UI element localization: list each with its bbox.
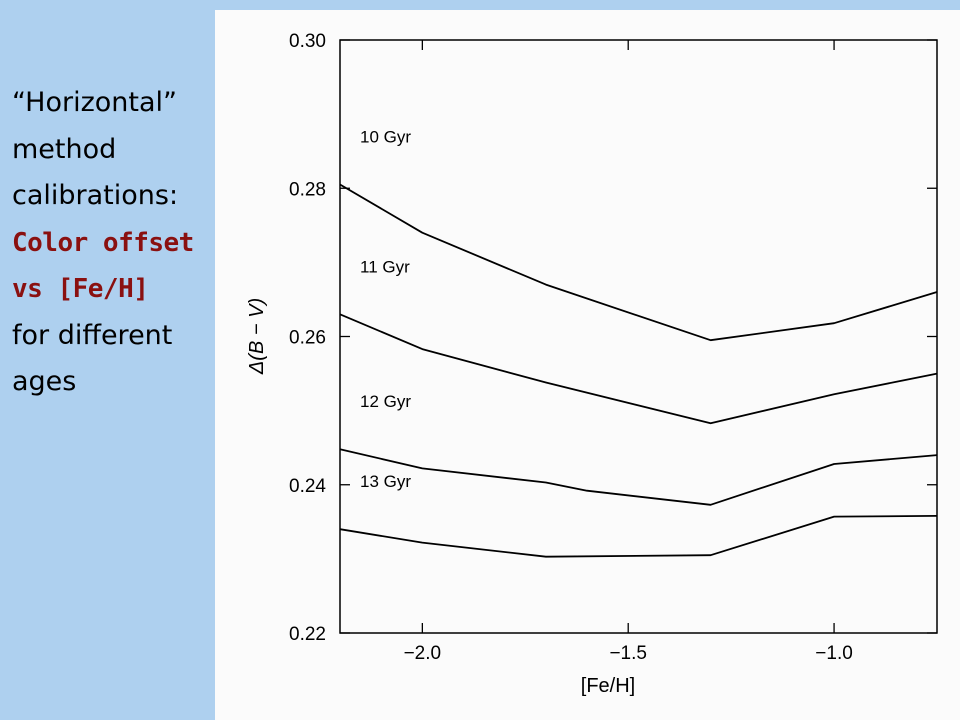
slide-text-emphasis-2: vs [Fe/H] xyxy=(12,274,149,304)
y-tick-label: 0.30 xyxy=(289,31,326,52)
slide-text-line-7: ages xyxy=(12,366,77,397)
series-line xyxy=(339,313,938,425)
x-tick-label: −1.0 xyxy=(815,643,853,664)
figure-panel: −2.0 −1.5 −1.0 0.22 0.24 0.26 0.28 0.30 10 Gyr… xyxy=(215,10,960,720)
y-tick-label: 0.22 xyxy=(289,624,326,645)
series-label: 11 Gyr xyxy=(360,257,410,276)
slide-text-line-2: method xyxy=(12,133,117,165)
slide-text-line-6: for different xyxy=(12,319,173,351)
series-line xyxy=(339,183,938,342)
series-label: 12 Gyr xyxy=(360,392,411,411)
series-line xyxy=(339,515,938,558)
slide-text-line-3: calibrations: xyxy=(12,180,179,211)
y-tick-label: 0.24 xyxy=(289,476,326,497)
x-ticks: −2.0 −1.5 −1.0 xyxy=(404,40,853,664)
series-label: 10 Gyr xyxy=(360,128,411,147)
slide-text-emphasis-1: Color offset xyxy=(12,227,194,258)
y-tick-label: 0.26 xyxy=(289,328,326,349)
y-axis-label: Δ(B − V) xyxy=(246,298,268,375)
series-label: 13 Gyr xyxy=(360,472,411,491)
x-tick-label: −1.5 xyxy=(609,643,647,664)
series-labels: 10 Gyr 11 Gyr 12 Gyr 13 Gyr xyxy=(360,128,411,492)
slide-text-line-1: “Horizontal” xyxy=(12,87,178,118)
series-lines xyxy=(339,183,938,558)
chart: −2.0 −1.5 −1.0 0.22 0.24 0.26 0.28 0.30 10 Gyr… xyxy=(246,31,938,697)
y-ticks: 0.22 0.24 0.26 0.28 0.30 xyxy=(289,31,937,645)
y-tick-label: 0.28 xyxy=(289,179,326,200)
x-tick-label: −2.0 xyxy=(404,643,442,664)
slide-text: “Horizontal” method calibrations: Color … xyxy=(12,80,217,406)
series-line xyxy=(339,448,938,506)
x-axis-label: [Fe/H] xyxy=(581,675,635,697)
